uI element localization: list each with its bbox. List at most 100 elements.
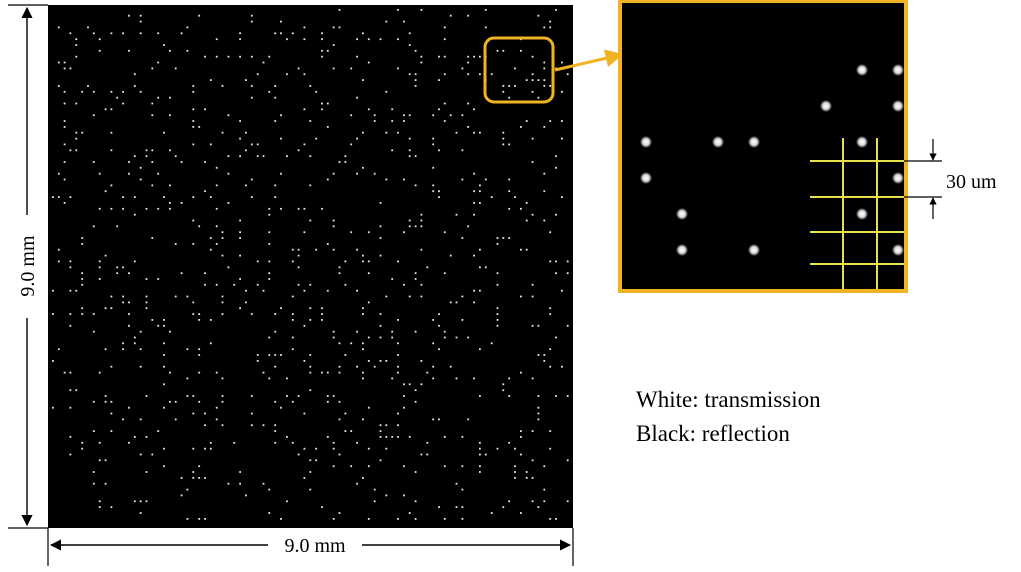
pattern-pixel bbox=[315, 447, 318, 450]
pattern-pixel bbox=[309, 155, 312, 158]
pattern-pixel bbox=[508, 190, 511, 193]
pattern-pixel bbox=[414, 272, 417, 275]
pattern-pixel bbox=[145, 436, 148, 438]
pattern-pixel bbox=[321, 307, 323, 310]
pattern-pixel bbox=[326, 49, 329, 52]
pattern-pixel bbox=[245, 289, 247, 292]
pattern-pixel bbox=[520, 371, 522, 374]
pattern-pixel bbox=[520, 436, 522, 438]
pattern-pixel bbox=[391, 330, 394, 333]
pattern-pixel bbox=[338, 161, 341, 163]
pattern-pixel bbox=[362, 313, 364, 315]
pattern-pixel bbox=[344, 283, 347, 286]
pattern-pixel bbox=[397, 354, 399, 356]
pattern-pixel bbox=[309, 471, 312, 473]
pattern-pixel bbox=[496, 307, 499, 310]
pattern-pixel bbox=[297, 254, 300, 257]
pattern-pixel bbox=[467, 14, 470, 17]
pattern-pixel bbox=[209, 196, 212, 198]
pattern-pixel bbox=[274, 85, 277, 87]
pattern-pixel bbox=[221, 85, 224, 87]
pattern-pixel bbox=[408, 32, 411, 35]
pattern-pixel bbox=[268, 377, 271, 380]
pattern-pixel bbox=[443, 38, 446, 41]
pattern-pixel bbox=[391, 278, 394, 280]
pattern-pixel bbox=[438, 149, 440, 152]
pattern-pixel bbox=[198, 400, 201, 403]
pattern-pixel bbox=[174, 155, 177, 158]
pattern-pixel bbox=[531, 213, 534, 216]
pattern-pixel bbox=[362, 342, 364, 345]
pattern-pixel bbox=[467, 55, 470, 58]
pattern-pixel bbox=[186, 49, 189, 52]
pattern-pixel bbox=[227, 172, 230, 175]
pattern-pixel bbox=[280, 172, 282, 175]
pattern-pixel bbox=[145, 155, 148, 158]
pattern-pixel bbox=[75, 137, 78, 140]
pattern-pixel bbox=[297, 266, 300, 269]
pattern-pixel bbox=[104, 395, 107, 397]
pattern-pixel bbox=[496, 313, 499, 315]
pattern-pixel bbox=[262, 289, 265, 292]
pattern-pixel bbox=[139, 178, 142, 181]
pattern-pixel bbox=[549, 120, 552, 122]
pattern-pixel bbox=[303, 207, 306, 210]
pattern-pixel bbox=[169, 330, 171, 333]
pattern-pixel bbox=[414, 400, 417, 403]
pattern-pixel bbox=[75, 102, 78, 105]
pattern-pixel bbox=[502, 389, 505, 392]
pattern-pixel bbox=[291, 348, 294, 351]
pattern-pixel bbox=[397, 9, 399, 11]
pattern-pixel bbox=[169, 371, 171, 374]
pattern-pixel bbox=[81, 441, 84, 444]
pattern-pixel bbox=[227, 155, 230, 158]
pattern-pixel bbox=[192, 447, 195, 450]
pattern-pixel bbox=[81, 313, 84, 315]
legend-black: Black: reflection bbox=[636, 421, 790, 446]
pattern-pixel bbox=[286, 436, 288, 438]
pattern-pixel bbox=[332, 44, 335, 46]
pattern-pixel bbox=[122, 32, 124, 35]
pattern-pixel bbox=[443, 55, 446, 58]
pattern-pixel bbox=[543, 190, 546, 193]
pattern-pixel bbox=[397, 518, 399, 520]
pattern-pixel bbox=[110, 32, 113, 35]
pattern-pixel bbox=[198, 14, 201, 17]
pattern-pixel bbox=[549, 430, 552, 432]
pattern-pixel bbox=[309, 283, 312, 286]
pattern-pixel bbox=[250, 20, 253, 23]
pattern-pixel bbox=[362, 131, 364, 134]
pattern-pixel bbox=[420, 283, 423, 286]
pattern-pixel bbox=[157, 61, 160, 64]
pattern-pixel bbox=[555, 9, 557, 11]
pattern-pixel bbox=[385, 295, 388, 298]
pattern-pixel bbox=[303, 360, 306, 362]
pattern-pixel bbox=[531, 377, 534, 380]
pattern-pixel bbox=[204, 518, 206, 520]
pattern-pixel bbox=[356, 482, 358, 485]
zoom-pixel bbox=[676, 244, 688, 256]
pattern-pixel bbox=[297, 207, 300, 210]
pattern-pixel bbox=[198, 126, 201, 128]
pattern-pixel bbox=[455, 131, 458, 134]
pattern-pixel bbox=[98, 49, 101, 52]
pattern-pixel bbox=[443, 26, 446, 29]
pattern-pixel bbox=[198, 319, 201, 321]
pattern-pixel bbox=[403, 395, 405, 397]
pattern-pixel bbox=[274, 441, 277, 444]
pattern-pixel bbox=[227, 266, 230, 269]
pattern-pixel bbox=[128, 301, 130, 304]
pattern-pixel bbox=[139, 14, 142, 17]
pattern-pixel bbox=[63, 67, 66, 70]
pattern-pixel bbox=[508, 237, 511, 239]
pattern-pixel bbox=[508, 500, 511, 503]
pattern-pixel bbox=[332, 395, 335, 397]
pattern-pixel bbox=[192, 85, 195, 87]
pattern-pixel bbox=[555, 260, 557, 263]
pattern-pixel bbox=[397, 424, 399, 427]
pattern-pixel bbox=[116, 96, 119, 99]
pattern-pixel bbox=[133, 213, 136, 216]
pattern-pixel bbox=[233, 283, 236, 286]
pattern-pixel bbox=[128, 161, 130, 163]
pattern-pixel bbox=[508, 178, 511, 181]
